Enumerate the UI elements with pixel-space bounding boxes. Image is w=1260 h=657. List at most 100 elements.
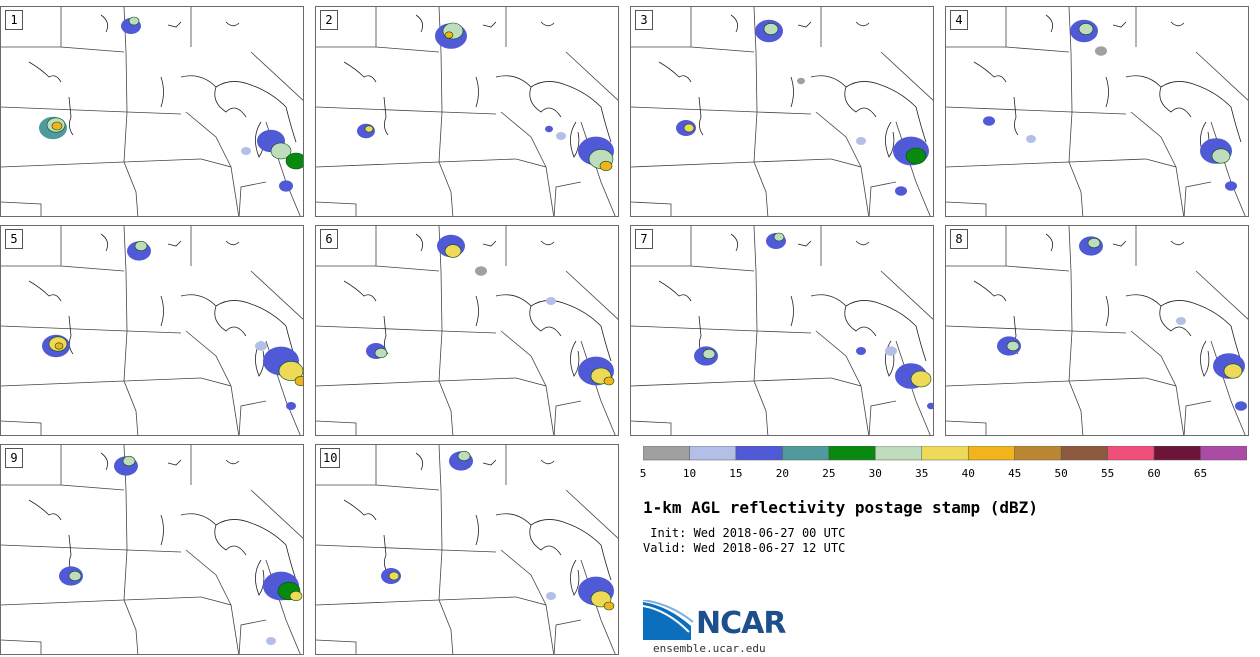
state-boundary [756,111,812,115]
chart-title: 1-km AGL reflectivity postage stamp (dBZ… [643,498,1038,517]
panel-map [316,7,618,216]
coastline [1170,21,1185,27]
stamp-panel: 7 [630,225,934,436]
colorbar: 5 10 15 20 25 30 35 40 45 50 55 60 65 [640,446,1247,480]
colorbar-tick-label: 10 [682,467,697,480]
reflectivity-echo [1223,363,1243,379]
coastline [495,75,612,143]
panel-map [316,445,618,654]
state-boundary [946,377,1147,387]
state-boundary [375,445,440,491]
coastline [855,21,870,27]
coastline [1045,14,1054,33]
state-boundary [123,380,139,435]
stamp-panel: 10 [315,444,619,655]
state-boundary [316,420,357,435]
coastline [475,295,479,327]
state-boundary [515,158,555,216]
state-boundary [631,158,832,168]
stamp-panel: 1 [0,6,304,217]
coastline [885,340,895,377]
coastline [225,459,240,465]
colorbar-tick-label: 60 [1147,467,1161,480]
coastline [885,121,895,158]
reflectivity-echo [797,77,805,85]
state-boundary [1183,181,1212,216]
site-url: ensemble.ucar.edu [653,642,766,655]
state-boundary [753,7,758,163]
reflectivity-echo [54,342,64,350]
state-boundary [316,596,517,606]
state-boundary [238,400,267,435]
state-boundary [438,380,454,435]
state-boundary [1130,330,1177,387]
reflectivity-echo [1176,317,1186,325]
state-boundary [123,599,139,654]
panel-number: 4 [950,10,968,30]
reflectivity-echo [241,147,251,155]
panel-map [1,445,303,654]
state-boundary [316,325,443,332]
coastline [797,240,812,247]
state-boundary [553,619,582,654]
colorbar-tick-label: 20 [775,467,789,480]
panel-map [1,226,303,435]
coastline [810,75,927,143]
state-boundary [565,489,618,539]
coastline [160,295,164,327]
state-boundary [250,489,303,539]
reflectivity-echo [1006,340,1020,352]
colorbar-bin [1014,446,1062,461]
state-boundary [1195,270,1248,320]
coastline [658,61,692,83]
coastline [529,524,562,556]
coastline [1159,305,1192,337]
coastline [180,75,297,143]
coastline [570,340,580,377]
state-boundary [1,596,202,606]
coastline [540,21,555,27]
coastline [475,514,479,546]
coastline [160,514,164,546]
reflectivity-echo [556,132,566,140]
panel-map [946,7,1248,216]
coastline [214,86,247,118]
stamp-panel: 9 [0,444,304,655]
colorbar-tick-label: 45 [1008,467,1022,480]
stamp-panel: 4 [945,6,1249,217]
state-boundary [946,158,1147,168]
reflectivity-echo [927,402,933,410]
state-boundary [375,226,440,272]
coastline [855,240,870,246]
state-boundary [565,270,618,320]
coastline [790,295,794,327]
colorbar-bin [875,446,923,461]
state-boundary [553,400,582,435]
coastline [570,559,580,596]
panel-number: 7 [635,229,653,249]
reflectivity-echo [128,16,140,26]
colorbar-tick-label: 15 [729,467,743,480]
coastline [343,499,377,521]
state-boundary [1145,377,1185,435]
coastline [167,21,182,28]
stamp-panel: 3 [630,6,934,217]
stamp-panel: 6 [315,225,619,436]
state-boundary [1068,380,1084,435]
state-boundary [631,201,672,216]
panel-map [946,226,1248,435]
coastline [383,534,389,574]
state-boundary [441,111,497,115]
coastline [415,233,424,252]
reflectivity-echo [1095,46,1107,56]
coastline [1125,294,1242,362]
reflectivity-echo [1026,135,1036,143]
state-boundary [1005,226,1070,272]
state-boundary [238,619,267,654]
valid-time: Valid: Wed 2018-06-27 12 UTC [643,541,846,555]
coastline [730,233,739,252]
state-boundary [1068,161,1084,216]
coastline [225,21,240,27]
coastline [415,14,424,33]
coastline [529,86,562,118]
